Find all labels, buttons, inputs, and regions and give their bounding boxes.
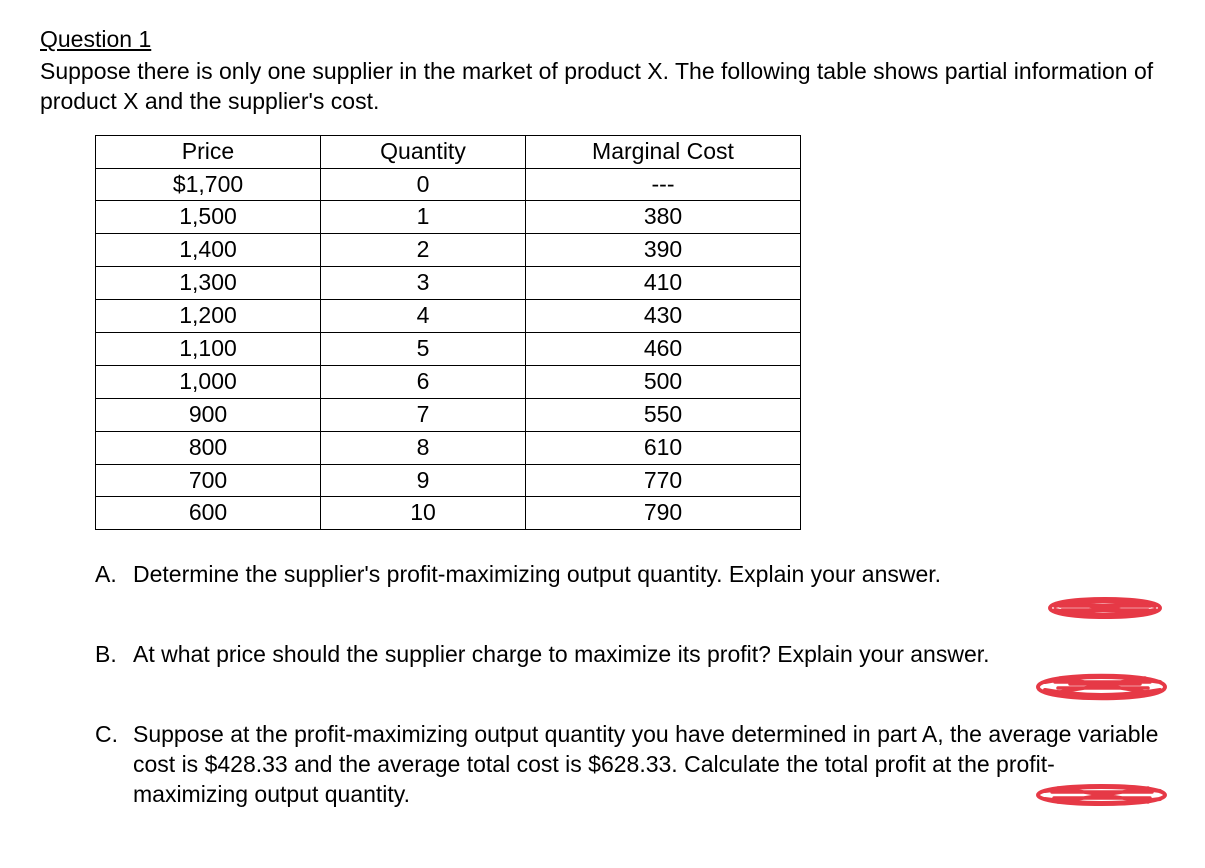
cell-qty: 9 xyxy=(321,464,526,497)
cell-qty: 6 xyxy=(321,365,526,398)
cell-mc: 500 xyxy=(526,365,801,398)
cell-mc: 610 xyxy=(526,431,801,464)
table-row: 60010790 xyxy=(96,497,801,530)
cell-qty: 7 xyxy=(321,398,526,431)
header-price: Price xyxy=(96,135,321,168)
cell-qty: 3 xyxy=(321,267,526,300)
cell-mc: 770 xyxy=(526,464,801,497)
cell-price: $1,700 xyxy=(96,168,321,201)
cell-mc: 410 xyxy=(526,267,801,300)
part-c-letter: C. xyxy=(95,720,133,810)
cell-mc: --- xyxy=(526,168,801,201)
table-row: 1,2004430 xyxy=(96,300,801,333)
cell-mc: 430 xyxy=(526,300,801,333)
cell-price: 1,400 xyxy=(96,234,321,267)
cell-mc: 390 xyxy=(526,234,801,267)
cell-mc: 460 xyxy=(526,333,801,366)
table-row: 1,0006500 xyxy=(96,365,801,398)
data-table-wrapper: Price Quantity Marginal Cost $1,7000--- … xyxy=(40,135,1165,531)
cell-price: 1,200 xyxy=(96,300,321,333)
table-row: 1,1005460 xyxy=(96,333,801,366)
cell-mc: 550 xyxy=(526,398,801,431)
cell-qty: 5 xyxy=(321,333,526,366)
cell-qty: 2 xyxy=(321,234,526,267)
cell-price: 700 xyxy=(96,464,321,497)
cell-qty: 10 xyxy=(321,497,526,530)
redaction-scribble-icon xyxy=(1040,588,1170,628)
part-a: A. Determine the supplier's profit-maxim… xyxy=(95,560,1165,590)
header-marginal-cost: Marginal Cost xyxy=(526,135,801,168)
cell-price: 800 xyxy=(96,431,321,464)
table-row: 9007550 xyxy=(96,398,801,431)
cell-qty: 0 xyxy=(321,168,526,201)
table-row: 1,3003410 xyxy=(96,267,801,300)
table-body: $1,7000--- 1,5001380 1,4002390 1,3003410… xyxy=(96,168,801,530)
table-header-row: Price Quantity Marginal Cost xyxy=(96,135,801,168)
table-row: 7009770 xyxy=(96,464,801,497)
header-quantity: Quantity xyxy=(321,135,526,168)
cell-mc: 380 xyxy=(526,201,801,234)
part-b-text: At what price should the supplier charge… xyxy=(133,640,1165,670)
table-row: 1,5001380 xyxy=(96,201,801,234)
cell-mc: 790 xyxy=(526,497,801,530)
part-a-letter: A. xyxy=(95,560,133,590)
question-intro: Suppose there is only one supplier in th… xyxy=(40,57,1165,117)
cell-qty: 8 xyxy=(321,431,526,464)
table-row: 8008610 xyxy=(96,431,801,464)
part-b-letter: B. xyxy=(95,640,133,670)
cell-price: 600 xyxy=(96,497,321,530)
cost-table: Price Quantity Marginal Cost $1,7000--- … xyxy=(95,135,801,531)
question-title: Question 1 xyxy=(40,25,1165,55)
table-row: $1,7000--- xyxy=(96,168,801,201)
cell-price: 1,100 xyxy=(96,333,321,366)
cell-price: 1,300 xyxy=(96,267,321,300)
cell-price: 1,500 xyxy=(96,201,321,234)
cell-qty: 4 xyxy=(321,300,526,333)
question-parts: A. Determine the supplier's profit-maxim… xyxy=(40,560,1165,809)
part-c-text: Suppose at the profit-maximizing output … xyxy=(133,720,1165,810)
table-row: 1,4002390 xyxy=(96,234,801,267)
part-b: B. At what price should the supplier cha… xyxy=(95,640,1165,670)
part-a-text: Determine the supplier's profit-maximizi… xyxy=(133,560,1165,590)
cell-price: 1,000 xyxy=(96,365,321,398)
cell-qty: 1 xyxy=(321,201,526,234)
part-c: C. Suppose at the profit-maximizing outp… xyxy=(95,720,1165,810)
cell-price: 900 xyxy=(96,398,321,431)
